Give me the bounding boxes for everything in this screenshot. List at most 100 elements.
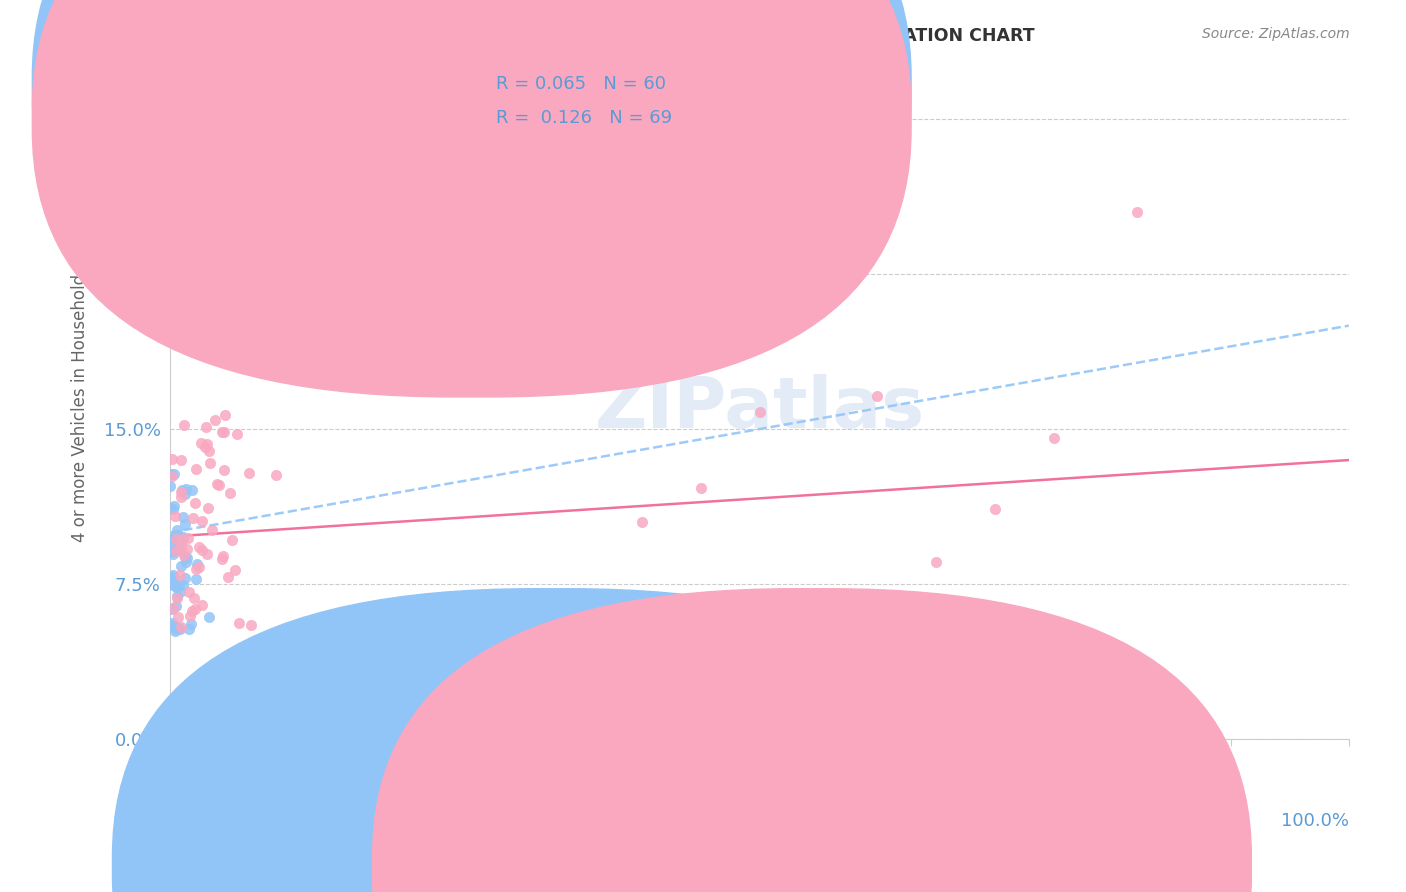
Point: [169, 536, 191, 550]
Point: [173, 548, 195, 562]
Point: [167, 540, 190, 554]
Point: [176, 551, 198, 566]
Point: [211, 425, 233, 439]
Point: [167, 578, 190, 592]
Point: [165, 579, 187, 593]
Point: [177, 531, 200, 545]
Point: [167, 622, 190, 636]
Point: [172, 531, 194, 545]
Point: [159, 576, 181, 591]
Point: [200, 456, 222, 470]
Point: [162, 547, 184, 561]
Point: [170, 559, 193, 574]
Point: [174, 482, 197, 496]
Point: [162, 568, 184, 582]
Point: [166, 591, 188, 605]
Point: [159, 479, 181, 493]
Point: [160, 574, 183, 588]
Point: [212, 463, 235, 477]
Point: [204, 413, 226, 427]
Point: [172, 578, 194, 592]
Point: [160, 573, 183, 587]
Point: [1043, 432, 1066, 446]
Point: [167, 535, 190, 549]
Point: [166, 543, 188, 558]
Text: R = 0.065   N = 60: R = 0.065 N = 60: [496, 75, 666, 93]
Point: [630, 516, 652, 530]
Point: [183, 601, 205, 615]
Point: [172, 509, 194, 524]
Point: [162, 570, 184, 584]
Point: [162, 532, 184, 546]
Point: [167, 542, 190, 557]
Point: [239, 618, 262, 632]
Point: [174, 555, 197, 569]
Point: [160, 500, 183, 515]
Point: [179, 622, 201, 636]
Point: [160, 544, 183, 558]
Point: [163, 500, 186, 514]
Point: [197, 437, 219, 451]
Point: [190, 514, 212, 528]
Point: [184, 462, 207, 476]
Point: [165, 624, 187, 639]
Point: [174, 571, 197, 585]
Point: [166, 609, 188, 624]
Point: [984, 502, 1007, 516]
Point: [179, 609, 201, 624]
Point: [184, 562, 207, 576]
Point: [169, 567, 191, 582]
Point: [160, 467, 183, 482]
Point: [170, 485, 193, 500]
Point: [224, 563, 246, 577]
Point: [160, 602, 183, 616]
Point: [195, 547, 218, 561]
Point: [807, 609, 830, 624]
Point: [165, 622, 187, 636]
Point: [169, 585, 191, 599]
Text: Choctaw: Choctaw: [837, 856, 908, 874]
Point: [159, 576, 181, 591]
Point: [181, 604, 204, 618]
Text: 100.0%: 100.0%: [1281, 812, 1348, 830]
Point: [162, 467, 184, 481]
Text: ZIPatlas: ZIPatlas: [595, 374, 925, 442]
Point: [264, 467, 287, 482]
Text: 0.0%: 0.0%: [170, 812, 215, 830]
Point: [201, 523, 224, 537]
Point: [188, 541, 211, 555]
Point: [160, 617, 183, 632]
Point: [217, 569, 239, 583]
Point: [170, 620, 193, 634]
Point: [1125, 205, 1147, 219]
Point: [190, 436, 212, 450]
Point: [197, 501, 219, 516]
Point: [205, 476, 228, 491]
Point: [165, 599, 187, 613]
Point: [180, 617, 202, 632]
Point: [186, 557, 208, 571]
Point: [174, 487, 197, 501]
Point: [925, 555, 948, 569]
Point: [166, 580, 188, 594]
Point: [163, 620, 186, 634]
Point: [170, 539, 193, 553]
Point: [169, 491, 191, 505]
Point: [166, 533, 188, 547]
Point: [176, 541, 198, 556]
Point: [208, 477, 231, 491]
Point: [165, 532, 187, 546]
Point: [191, 543, 214, 558]
Point: [184, 572, 207, 586]
Point: [166, 528, 188, 542]
Point: [194, 420, 217, 434]
Point: [181, 483, 204, 497]
Point: [214, 409, 236, 423]
Point: [228, 616, 250, 631]
Point: [170, 452, 193, 467]
Point: [174, 516, 197, 531]
Point: [163, 571, 186, 585]
Point: [191, 598, 214, 612]
Point: [689, 481, 711, 495]
Text: R =  0.126   N = 69: R = 0.126 N = 69: [496, 109, 672, 127]
